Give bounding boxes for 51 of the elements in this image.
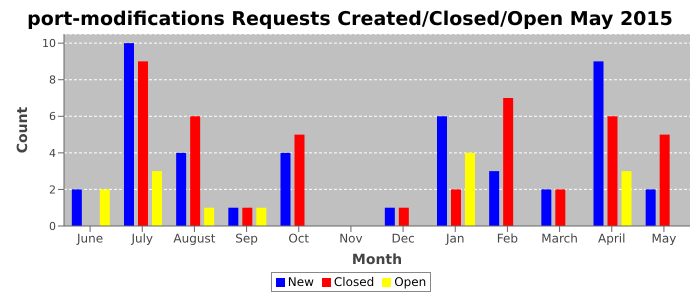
y-tick-label: 2	[49, 183, 56, 196]
bar	[398, 208, 409, 226]
bar	[294, 134, 304, 226]
x-tick-label: Feb	[496, 232, 518, 246]
y-axis-title: Count	[14, 106, 31, 154]
legend-label: New	[286, 275, 314, 289]
bar	[280, 152, 290, 226]
bar	[100, 189, 110, 226]
x-tick-label: Dec	[391, 232, 415, 246]
bar	[593, 61, 604, 226]
x-axis-title: Month	[352, 252, 402, 268]
bar	[384, 208, 395, 226]
bar	[555, 189, 566, 226]
y-tick-label: 0	[49, 220, 56, 233]
bar	[489, 171, 500, 226]
x-tick-label: July	[130, 232, 154, 246]
legend-label: Closed	[332, 275, 374, 289]
bar	[660, 134, 670, 226]
bar	[450, 189, 461, 226]
bar	[541, 189, 552, 226]
y-tick-label: 10	[42, 37, 56, 50]
bar	[242, 208, 252, 226]
x-tick-label: Sep	[235, 232, 258, 246]
bar	[138, 61, 148, 226]
y-tick-label: 6	[49, 110, 56, 124]
x-tick-label: August	[173, 232, 216, 246]
bar	[124, 43, 134, 226]
bar	[204, 208, 214, 226]
bar	[152, 171, 162, 226]
bar	[72, 189, 82, 226]
bar	[646, 189, 656, 226]
x-tick-label: Jan	[445, 232, 464, 246]
bar	[256, 208, 266, 226]
bar	[607, 116, 618, 226]
bar	[436, 116, 447, 226]
bar	[228, 208, 238, 226]
bar	[190, 116, 200, 226]
bar	[464, 152, 475, 226]
x-tick-label: Nov	[339, 232, 363, 246]
chart-title: port-modifications Requests Created/Closed/Open May 2015	[26, 8, 674, 32]
y-tick-label: 4	[49, 146, 56, 160]
x-tick-label: Oct	[288, 232, 310, 246]
bar	[503, 98, 514, 226]
legend-label: Open	[393, 275, 426, 289]
x-tick-label: June	[76, 232, 104, 246]
bar	[176, 152, 186, 226]
y-tick-label: 8	[49, 74, 56, 87]
bar	[621, 171, 632, 226]
x-tick-label: April	[598, 232, 626, 246]
x-tick-label: March	[541, 232, 578, 246]
x-tick-label: May	[652, 232, 676, 246]
